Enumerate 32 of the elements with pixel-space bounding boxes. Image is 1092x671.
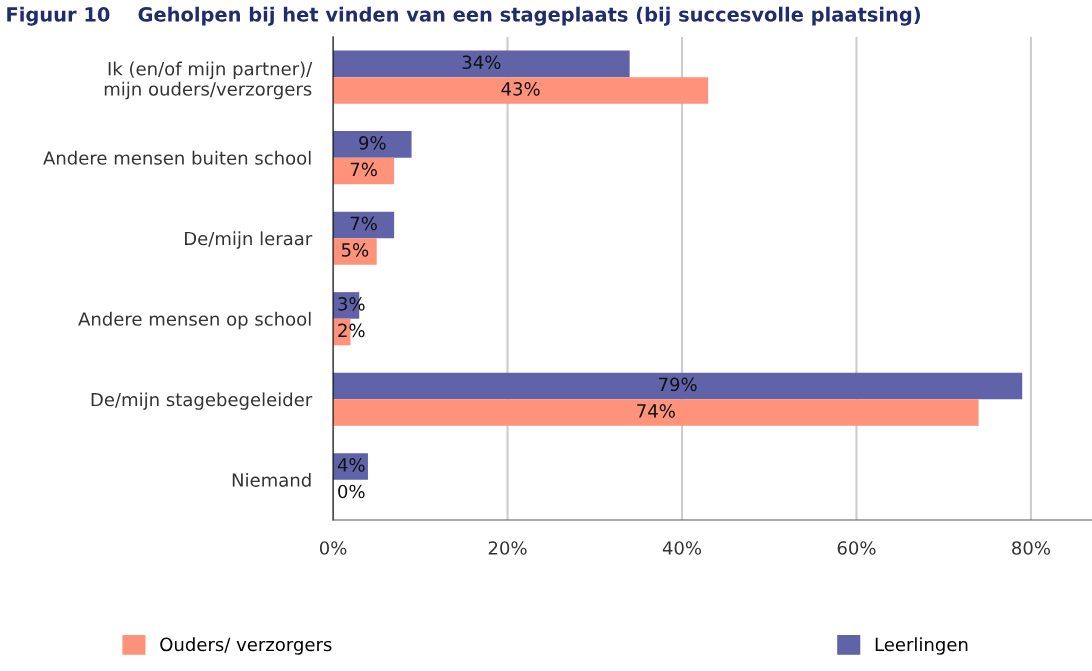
data-label: 0% xyxy=(338,484,365,499)
y-tick-label: Andere mensen op school xyxy=(78,311,311,330)
bar xyxy=(333,211,395,239)
bar xyxy=(333,77,709,104)
x-tick-label: 60% xyxy=(837,541,876,555)
bar xyxy=(333,157,395,185)
data-label: 5% xyxy=(341,243,369,257)
x-tick-label: 40% xyxy=(662,541,702,555)
x-tick-label: 20% xyxy=(488,541,527,555)
y-tick-label: De/mijn stagebegeleider xyxy=(91,392,313,410)
data-label: 79% xyxy=(659,377,697,392)
y-tick-label: De/mijn leraar xyxy=(185,231,313,249)
data-label: 7% xyxy=(350,162,377,177)
bar xyxy=(333,131,412,158)
bar xyxy=(333,399,979,426)
legend-label: Leerlingen xyxy=(875,637,968,655)
bar xyxy=(333,238,377,265)
data-label: 4% xyxy=(337,458,365,472)
y-tick-label: Niemand xyxy=(232,472,311,487)
data-label: 34% xyxy=(462,55,501,70)
bar xyxy=(333,372,1023,400)
x-tick-label: 0% xyxy=(319,541,347,555)
data-label: 7% xyxy=(350,216,377,231)
x-tick-label: 80% xyxy=(1012,541,1050,555)
y-tick-label: Ik (en/of mijn partner)/ mijn ouders/verzorgers xyxy=(104,61,313,100)
y-tick-label: Andere mensen buiten school xyxy=(43,150,311,165)
bar xyxy=(333,50,630,78)
data-label: 74% xyxy=(637,404,675,418)
data-label: 9% xyxy=(359,135,386,150)
data-label: 43% xyxy=(501,82,540,96)
chart-title: Figuur 10 Geholpen bij het vinden van een stageplaats (bij succesvolle plaatsing) xyxy=(7,6,920,26)
legend-label: Ouders/ verzorgers xyxy=(160,637,332,655)
